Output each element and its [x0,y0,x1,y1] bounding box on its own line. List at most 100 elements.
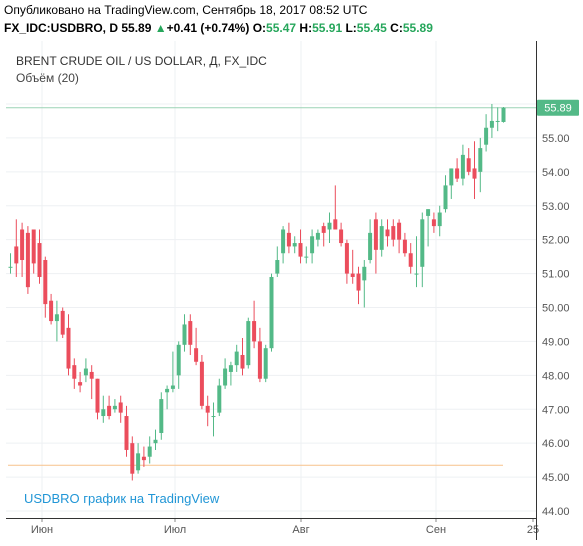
y-tick-label: 53.00 [542,201,570,213]
candle-body-down[interactable] [118,402,123,413]
candle-body-down[interactable] [14,246,19,264]
candle-body-up[interactable] [368,232,373,261]
candle-body-up[interactable] [426,209,431,216]
candle-body-down[interactable] [194,348,199,362]
x-tick-label: Июл [164,524,186,536]
candle-body-down[interactable] [356,273,361,291]
candle-body-up[interactable] [101,409,106,417]
candle-body-down[interactable] [107,405,112,417]
candle-body-up[interactable] [437,212,442,227]
candle-body-down[interactable] [60,310,65,335]
candle-body-up[interactable] [460,154,465,179]
candle-body-down[interactable] [95,378,100,413]
candle-body-down[interactable] [78,382,83,386]
candle-body-up[interactable] [362,266,367,281]
candle-body-up[interactable] [449,168,454,186]
candle-body-down[interactable] [66,327,71,369]
candle-body-up[interactable] [217,385,222,413]
candle-body-down[interactable] [89,371,94,379]
candle-body-up[interactable] [304,256,309,258]
candle-body-up[interactable] [478,148,483,172]
candle-body-up[interactable] [495,120,500,122]
candle-body-up[interactable] [153,439,158,444]
candle-body-up[interactable] [159,399,164,433]
candle-body-up[interactable] [112,405,117,410]
candle-body-up[interactable] [234,351,239,366]
candle-body-up[interactable] [484,127,489,145]
candle-body-up[interactable] [420,219,425,267]
candle-body-up[interactable] [489,120,494,128]
candle-body-down[interactable] [205,405,210,413]
candle-body-down[interactable] [72,365,77,379]
candle-body-up[interactable] [275,260,280,274]
y-tick-label: 49.00 [542,336,570,348]
candle-body-down[interactable] [252,321,257,342]
candle-body-down[interactable] [373,219,378,250]
candle-body-down[interactable] [321,226,326,233]
candle-body-up[interactable] [228,365,233,372]
candle-body-down[interactable] [391,226,396,240]
candle-body-up[interactable] [443,185,448,210]
candle-body-up[interactable] [315,232,320,240]
candle-body-down[interactable] [43,260,48,305]
open-label: O: [252,21,267,35]
candle-body-up[interactable] [136,453,141,471]
candle-body-down[interactable] [472,168,477,179]
candle-body-down[interactable] [257,341,262,379]
candle-body-up[interactable] [8,266,13,268]
candle-body-up[interactable] [223,368,228,386]
candle-body-up[interactable] [54,314,59,322]
candle-body-down[interactable] [397,222,402,240]
high-value: 55.91 [312,21,343,35]
candle-body-down[interactable] [141,456,146,461]
candle-body-up[interactable] [211,416,216,418]
candle-body-down[interactable] [350,273,355,277]
candle-body-up[interactable] [263,348,268,379]
candle-body-up[interactable] [269,276,274,349]
candle-body-up[interactable] [281,229,286,254]
candle-body-down[interactable] [188,321,193,345]
y-tick-label: 50.00 [542,303,570,315]
candle-body-up[interactable] [246,321,251,366]
candle-body-down[interactable] [466,158,471,172]
candle-body-up[interactable] [170,385,175,389]
candle-body-up[interactable] [414,273,419,275]
candle-body-down[interactable] [25,232,30,288]
candle-body-down[interactable] [455,168,460,179]
price-label-text: 55.89 [544,103,572,115]
candle-body-up[interactable] [176,344,181,376]
candlestick-chart[interactable]: 56.0055.0054.0053.0052.0051.0050.0049.00… [0,40,583,546]
tradingview-watermark[interactable]: USDBRO график на TradingView [24,491,220,506]
candle-body-down[interactable] [408,253,413,267]
candle-body-up[interactable] [310,236,315,254]
candle-body-up[interactable] [83,368,88,376]
volume-indicator-label[interactable]: Объём (20) [16,71,79,85]
candle-body-down[interactable] [124,416,129,450]
candle-body-down[interactable] [49,300,54,322]
candle-body-down[interactable] [339,229,344,244]
candle-body-down[interactable] [20,229,25,261]
candle-body-down[interactable] [431,219,436,227]
published-caption: Опубликовано на TradingView.com, Сентябр… [4,3,368,17]
y-tick-label: 51.00 [542,269,570,281]
candle-body-up[interactable] [165,388,170,393]
candle-body-up[interactable] [501,107,506,122]
x-tick-label: Сен [426,524,446,536]
candle-body-down[interactable] [240,354,245,369]
candle-body-down[interactable] [31,229,36,264]
candle-body-down[interactable] [402,239,407,254]
candle-body-down[interactable] [199,361,204,406]
candle-body-down[interactable] [37,243,42,277]
candle-body-up[interactable] [147,446,152,457]
candle-body-up[interactable] [327,222,332,230]
candle-body-down[interactable] [385,229,390,237]
y-tick-label: 46.00 [542,438,570,450]
candle-body-down[interactable] [286,232,291,247]
candle-body-down[interactable] [344,243,349,274]
candle-body-up[interactable] [379,226,384,250]
candle-body-down[interactable] [130,443,135,474]
candle-body-up[interactable] [182,324,187,345]
candle-body-down[interactable] [298,243,303,257]
candle-body-up[interactable] [292,243,297,247]
candle-body-down[interactable] [333,219,338,230]
